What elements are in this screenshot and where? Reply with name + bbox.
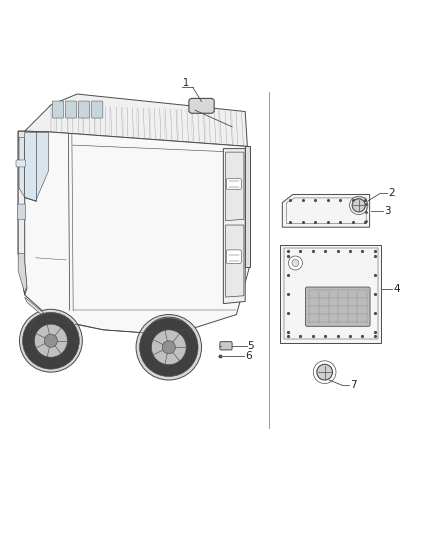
Circle shape bbox=[19, 309, 82, 372]
Polygon shape bbox=[18, 131, 27, 295]
Polygon shape bbox=[25, 133, 49, 201]
Circle shape bbox=[34, 324, 67, 357]
Text: 3: 3 bbox=[384, 206, 391, 216]
Circle shape bbox=[317, 364, 332, 380]
Polygon shape bbox=[18, 131, 25, 140]
FancyBboxPatch shape bbox=[189, 99, 214, 113]
Polygon shape bbox=[25, 297, 73, 328]
Polygon shape bbox=[19, 138, 24, 197]
FancyBboxPatch shape bbox=[220, 342, 232, 350]
Circle shape bbox=[44, 334, 57, 348]
FancyBboxPatch shape bbox=[17, 204, 25, 220]
FancyBboxPatch shape bbox=[226, 250, 241, 263]
Polygon shape bbox=[25, 94, 247, 147]
Polygon shape bbox=[223, 149, 245, 304]
Circle shape bbox=[140, 318, 198, 376]
Text: 1: 1 bbox=[183, 78, 189, 88]
Circle shape bbox=[292, 260, 299, 266]
Circle shape bbox=[151, 330, 186, 365]
FancyBboxPatch shape bbox=[16, 160, 25, 167]
FancyBboxPatch shape bbox=[305, 287, 370, 326]
Polygon shape bbox=[280, 245, 381, 343]
FancyBboxPatch shape bbox=[52, 101, 64, 118]
FancyBboxPatch shape bbox=[226, 179, 241, 189]
FancyBboxPatch shape bbox=[65, 101, 77, 118]
Polygon shape bbox=[283, 195, 370, 227]
Text: 2: 2 bbox=[389, 188, 395, 198]
Text: 5: 5 bbox=[247, 341, 254, 351]
Text: 4: 4 bbox=[394, 284, 400, 294]
Circle shape bbox=[22, 312, 79, 369]
Circle shape bbox=[352, 199, 365, 212]
Polygon shape bbox=[226, 152, 244, 221]
FancyBboxPatch shape bbox=[92, 101, 103, 118]
Polygon shape bbox=[226, 225, 244, 297]
Polygon shape bbox=[245, 147, 250, 266]
Circle shape bbox=[288, 256, 302, 270]
Polygon shape bbox=[18, 131, 250, 333]
Circle shape bbox=[162, 341, 175, 354]
Text: 6: 6 bbox=[246, 351, 252, 360]
Polygon shape bbox=[18, 253, 27, 293]
Circle shape bbox=[136, 314, 201, 380]
Text: 7: 7 bbox=[350, 380, 357, 390]
FancyBboxPatch shape bbox=[78, 101, 90, 118]
